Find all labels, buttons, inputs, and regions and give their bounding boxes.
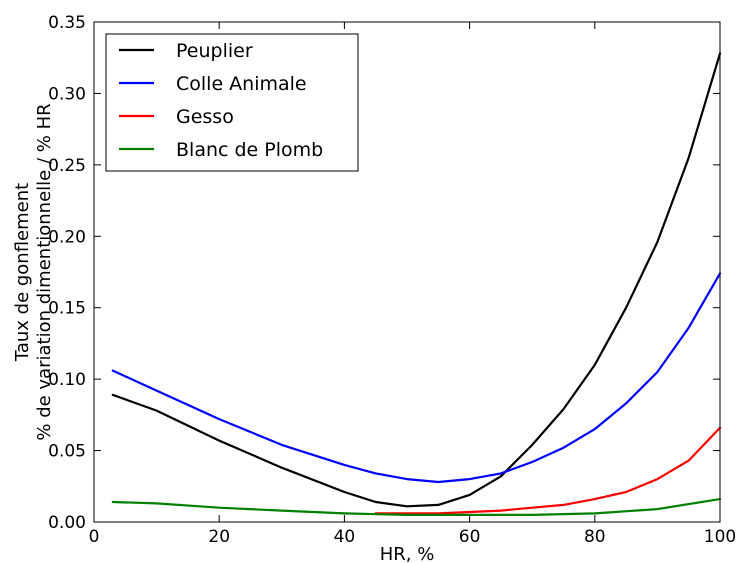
- series-line-0: [111, 52, 722, 508]
- legend-label-2: Gesso: [176, 106, 234, 128]
- series-line-2: [374, 426, 722, 515]
- series-line-3: [111, 498, 722, 516]
- legend-label-1: Colle Animale: [176, 73, 307, 95]
- y-tick-label: 0.15: [48, 299, 86, 319]
- x-tick-label: 0: [89, 527, 100, 547]
- y-tick-label: 0.25: [48, 156, 86, 176]
- x-tick-label: 40: [334, 527, 356, 547]
- y-tick-label: 0.35: [48, 13, 86, 33]
- y-tick-label: 0.10: [48, 370, 86, 390]
- x-tick-label: 80: [584, 527, 606, 547]
- series-layer: [111, 52, 722, 516]
- y-tick-label: 0.05: [48, 442, 86, 462]
- series-line-1: [111, 272, 722, 484]
- x-axis-label: HR, %: [380, 544, 435, 563]
- x-tick-label: 100: [704, 527, 736, 547]
- legend-label-0: Peuplier: [176, 40, 253, 62]
- y-tick-label: 0.30: [48, 84, 86, 104]
- y-tick-label: 0.20: [48, 227, 86, 247]
- x-tick-label: 60: [459, 527, 481, 547]
- legend-label-3: Blanc de Plomb: [176, 139, 323, 161]
- x-tick-label: 20: [208, 527, 230, 547]
- ticks-layer: 0 20 40 60 80 100 0.00 0.05 0.10 0.15 0.20 0.25 0.30…: [48, 13, 736, 547]
- y-tick-label: 0.00: [48, 513, 86, 533]
- y-axis-label-line-1: Taux de gonflement: [12, 183, 33, 362]
- legend: Peuplier Colle Animale Gesso Blanc de Plomb: [105, 33, 359, 172]
- plot-frame: [93, 21, 721, 523]
- y-axis-label-line-2: % de variation dimentionnelle / % HR: [34, 103, 55, 440]
